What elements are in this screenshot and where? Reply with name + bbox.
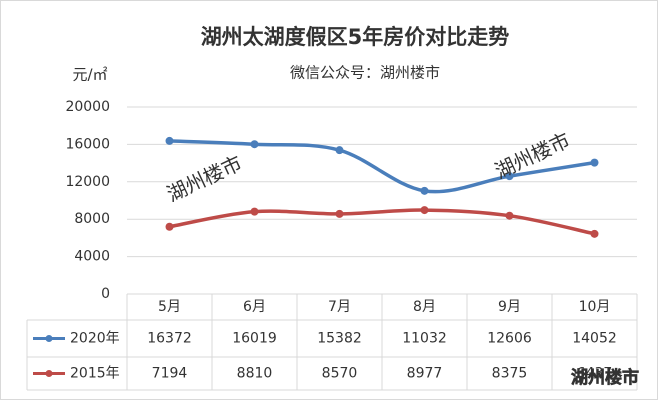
- chart-title: 湖州太湖度假区5年房价对比走势: [201, 25, 510, 49]
- table-value: 12606: [487, 331, 532, 347]
- point-marker: [505, 211, 514, 220]
- table-value: 16372: [147, 331, 192, 347]
- table-value: 8977: [407, 366, 443, 382]
- point-marker: [505, 172, 514, 181]
- point-marker: [165, 136, 174, 145]
- legend-label: 2020年: [70, 331, 120, 347]
- table-value: 8570: [322, 366, 358, 382]
- y-tick-label: 0: [101, 286, 110, 302]
- y-tick-label: 12000: [65, 174, 110, 190]
- legend-label: 2015年: [70, 366, 120, 382]
- point-marker: [250, 207, 259, 216]
- table-value: 6437: [577, 366, 613, 382]
- point-marker: [420, 206, 429, 215]
- x-tick-label: 5月: [158, 299, 181, 315]
- chart-subtitle: 微信公众号：湖州楼市: [290, 64, 440, 82]
- table-value: 16019: [232, 331, 277, 347]
- watermark: 湖州楼市: [571, 367, 639, 388]
- x-tick-label: 8月: [413, 299, 436, 315]
- point-marker: [250, 140, 259, 149]
- x-tick-label: 6月: [243, 299, 266, 315]
- series-line: [167, 139, 597, 194]
- y-unit: 元/㎡: [72, 66, 107, 84]
- table-value: 14052: [572, 331, 617, 347]
- x-tick-label: 9月: [498, 299, 521, 315]
- point-marker: [335, 209, 344, 218]
- point-marker: [590, 158, 599, 167]
- table-value: 8810: [237, 366, 273, 382]
- x-tick-label: 7月: [328, 299, 351, 315]
- x-tick-label: 10月: [579, 299, 611, 315]
- point-marker: [590, 229, 599, 238]
- point-marker: [420, 186, 429, 195]
- point-marker: [335, 146, 344, 155]
- series-line: [167, 208, 597, 236]
- legend-marker: [45, 335, 53, 342]
- y-tick-label: 16000: [65, 136, 110, 152]
- y-tick-label: 8000: [74, 211, 110, 227]
- table-value: 11032: [402, 331, 447, 347]
- y-tick-label: 4000: [74, 249, 110, 265]
- y-tick-label: 20000: [65, 99, 110, 115]
- table-value: 7194: [152, 366, 188, 382]
- point-marker: [165, 222, 174, 231]
- table-value: 15382: [317, 331, 362, 347]
- table-value: 8375: [492, 366, 528, 382]
- legend-marker: [45, 370, 53, 377]
